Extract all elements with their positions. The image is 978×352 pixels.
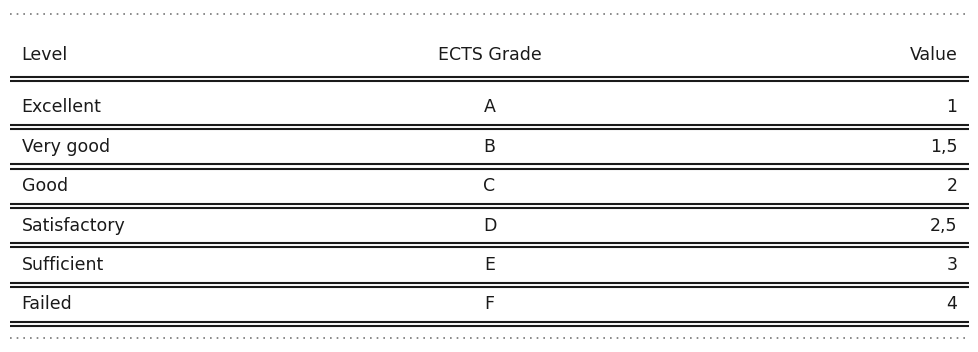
Text: B: B: [483, 138, 495, 156]
Text: 4: 4: [946, 295, 956, 314]
Text: Level: Level: [22, 45, 67, 64]
Text: A: A: [483, 98, 495, 117]
Text: 2,5: 2,5: [929, 216, 956, 235]
Text: Good: Good: [22, 177, 67, 195]
Text: F: F: [484, 295, 494, 314]
Text: Very good: Very good: [22, 138, 110, 156]
Text: 1: 1: [946, 98, 956, 117]
Text: Sufficient: Sufficient: [22, 256, 104, 274]
Text: E: E: [483, 256, 495, 274]
Text: Satisfactory: Satisfactory: [22, 216, 125, 235]
Text: D: D: [482, 216, 496, 235]
Text: Failed: Failed: [22, 295, 72, 314]
Text: 3: 3: [946, 256, 956, 274]
Text: Value: Value: [909, 45, 956, 64]
Text: C: C: [483, 177, 495, 195]
Text: 1,5: 1,5: [929, 138, 956, 156]
Text: ECTS Grade: ECTS Grade: [437, 45, 541, 64]
Text: Excellent: Excellent: [22, 98, 102, 117]
Text: 2: 2: [946, 177, 956, 195]
